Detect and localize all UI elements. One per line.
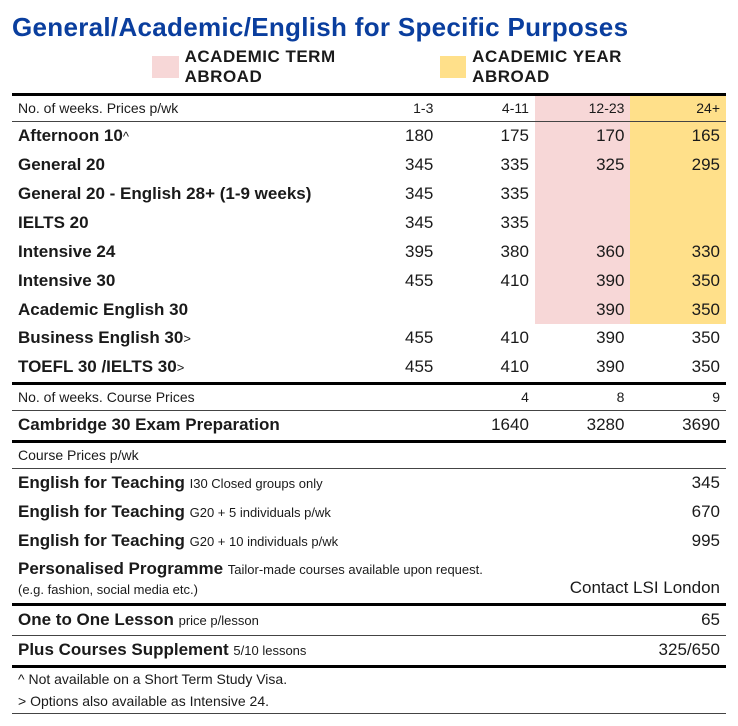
price-cell: 330 <box>630 238 726 267</box>
col-header: 24+ <box>630 95 726 122</box>
legend-swatch-year <box>440 56 467 78</box>
col-header: 4 <box>439 384 535 411</box>
price-cell: 3690 <box>630 411 726 442</box>
price-cell: 410 <box>439 267 535 296</box>
section1-header: No. of weeks. Prices p/wk <box>12 95 344 122</box>
row-label: Afternoon 10^ <box>12 121 344 150</box>
price-cell: 335 <box>439 151 535 180</box>
section3-header: Course Prices p/wk <box>12 442 726 469</box>
col-header: 9 <box>630 384 726 411</box>
pricing-table: No. of weeks. Prices p/wk1-34-1112-2324+… <box>12 93 726 714</box>
price-cell: 360 <box>535 238 631 267</box>
price-cell: 325 <box>535 151 631 180</box>
price-cell: 390 <box>535 267 631 296</box>
legend-label-year: ACADEMIC YEAR ABROAD <box>472 47 678 87</box>
col-header: 12-23 <box>535 95 631 122</box>
price-cell <box>439 296 535 325</box>
price-cell: 995 <box>630 527 726 556</box>
price-cell: 345 <box>344 180 440 209</box>
price-cell: 345 <box>344 209 440 238</box>
price-cell: 65 <box>630 604 726 635</box>
row-label: IELTS 20 <box>12 209 344 238</box>
price-cell: 455 <box>344 267 440 296</box>
price-cell: 350 <box>630 324 726 353</box>
row-label: English for Teaching I30 Closed groups o… <box>12 469 630 498</box>
row-label: One to One Lesson price p/lesson <box>12 604 630 635</box>
price-cell: 1640 <box>439 411 535 442</box>
legend-swatch-term <box>152 56 179 78</box>
price-cell: 455 <box>344 353 440 383</box>
price-cell: 325/650 <box>630 635 726 666</box>
price-cell <box>535 180 631 209</box>
col-header <box>344 384 440 411</box>
price-cell: Contact LSI London <box>535 556 726 604</box>
price-cell: 170 <box>535 121 631 150</box>
price-cell: 345 <box>344 151 440 180</box>
row-label: English for Teaching G20 + 10 individual… <box>12 527 630 556</box>
price-cell: 165 <box>630 121 726 150</box>
price-cell <box>344 296 440 325</box>
price-cell: 390 <box>535 296 631 325</box>
col-header: 1-3 <box>344 95 440 122</box>
row-label: Cambridge 30 Exam Preparation <box>12 411 344 442</box>
price-cell: 390 <box>535 324 631 353</box>
price-cell <box>535 209 631 238</box>
row-label: General 20 <box>12 151 344 180</box>
col-header: 4-11 <box>439 95 535 122</box>
price-cell: 335 <box>439 209 535 238</box>
price-cell: 180 <box>344 121 440 150</box>
price-cell: 350 <box>630 296 726 325</box>
price-cell: 670 <box>630 498 726 527</box>
price-cell: 350 <box>630 267 726 296</box>
row-label: Business English 30> <box>12 324 344 353</box>
price-cell: 410 <box>439 353 535 383</box>
row-label: Intensive 24 <box>12 238 344 267</box>
page-title: General/Academic/English for Specific Pu… <box>12 12 726 43</box>
price-cell: 395 <box>344 238 440 267</box>
price-cell: 345 <box>630 469 726 498</box>
price-cell <box>630 209 726 238</box>
price-cell <box>344 411 440 442</box>
footnote: ^ Not available on a Short Term Study Vi… <box>12 666 726 690</box>
footnote: > Options also available as Intensive 24… <box>12 690 726 713</box>
price-cell: 335 <box>439 180 535 209</box>
row-label: Personalised Programme Tailor-made cours… <box>12 556 535 604</box>
price-cell: 3280 <box>535 411 631 442</box>
price-cell: 390 <box>535 353 631 383</box>
row-label: Academic English 30 <box>12 296 344 325</box>
row-label: TOEFL 30 /IELTS 30> <box>12 353 344 383</box>
col-header: 8 <box>535 384 631 411</box>
price-cell: 350 <box>630 353 726 383</box>
price-cell: 295 <box>630 151 726 180</box>
price-cell <box>630 180 726 209</box>
row-label: English for Teaching G20 + 5 individuals… <box>12 498 630 527</box>
price-cell: 175 <box>439 121 535 150</box>
row-label: Plus Courses Supplement 5/10 lessons <box>12 635 630 666</box>
price-cell: 455 <box>344 324 440 353</box>
legend: ACADEMIC TERM ABROAD ACADEMIC YEAR ABROA… <box>12 47 726 87</box>
row-label: General 20 - English 28+ (1-9 weeks) <box>12 180 344 209</box>
price-cell: 410 <box>439 324 535 353</box>
legend-label-term: ACADEMIC TERM ABROAD <box>185 47 392 87</box>
section2-header: No. of weeks. Course Prices <box>12 384 344 411</box>
row-label: Intensive 30 <box>12 267 344 296</box>
price-cell: 380 <box>439 238 535 267</box>
